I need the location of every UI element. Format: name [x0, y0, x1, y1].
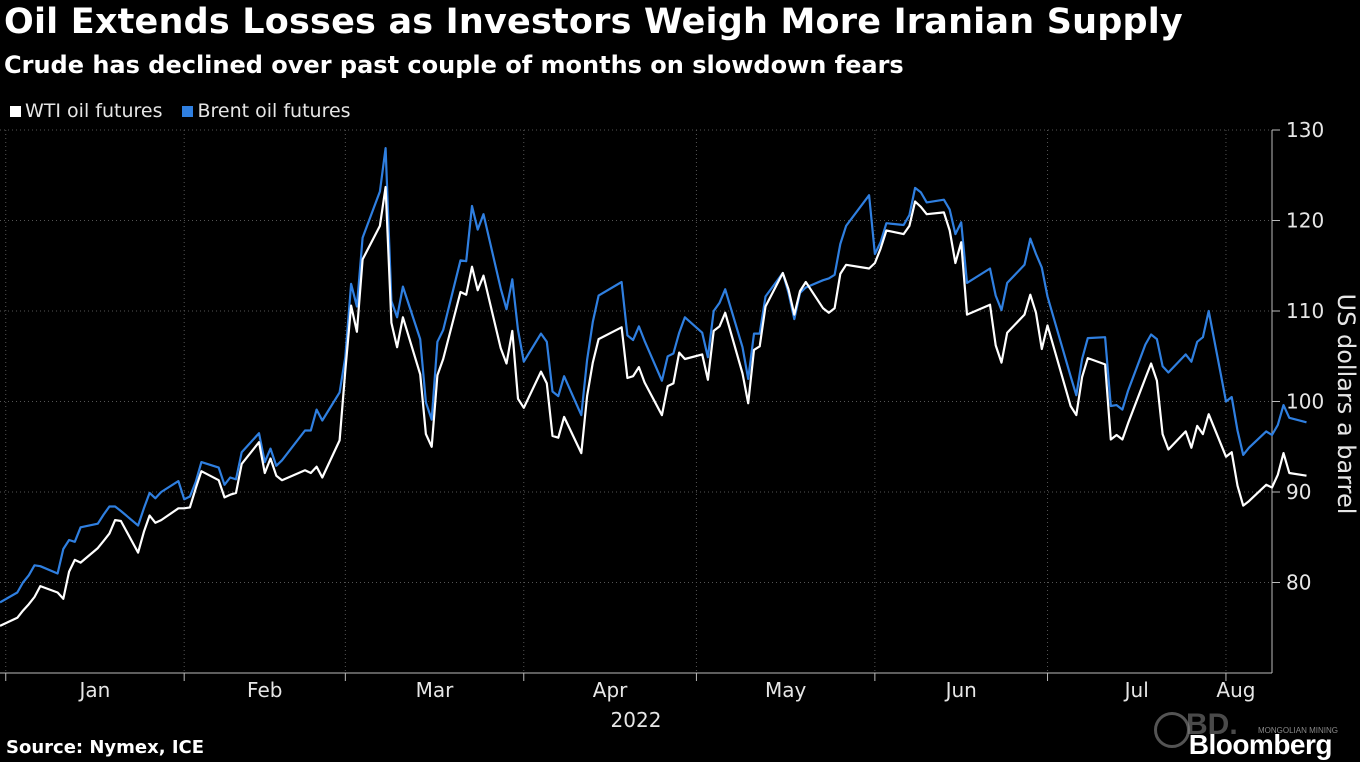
source-note: Source: Nymex, ICE — [6, 737, 205, 758]
y-axis-title: US dollars a barrel — [1332, 294, 1360, 515]
bloomberg-logo: Bloomberg — [1188, 729, 1333, 760]
chart-subtitle: Crude has declined over past couple of m… — [4, 51, 904, 79]
x-tick-label: Mar — [416, 678, 455, 702]
series-lines — [0, 147, 1307, 627]
watermark-text: BD. — [1186, 708, 1238, 741]
legend: WTI oil futures Brent oil futures — [10, 100, 351, 122]
x-tick-label: Jul — [1123, 678, 1149, 702]
series-line-brent — [0, 147, 1307, 604]
watermark-logo: BD. MONGOLIAN MINING — [1150, 706, 1350, 762]
x-tick-label: Jun — [944, 678, 977, 702]
series-line-wti — [0, 185, 1307, 627]
x-tick-label: Jan — [78, 678, 111, 702]
grid-lines — [0, 129, 1272, 673]
legend-swatch-brent — [182, 105, 194, 117]
legend-label-brent: Brent oil futures — [197, 100, 351, 122]
y-tick-label: 100 — [1286, 390, 1324, 414]
x-year-label: 2022 — [611, 708, 662, 732]
watermark-subtext: MONGOLIAN MINING — [1258, 726, 1339, 735]
legend-swatch-wti — [10, 105, 21, 117]
y-tick-label: 130 — [1286, 118, 1324, 142]
x-tick-label: Aug — [1216, 678, 1255, 702]
legend-item-brent: Brent oil futures — [182, 100, 351, 122]
axes — [0, 129, 1280, 681]
legend-label-wti: WTI oil futures — [25, 100, 163, 122]
y-tick-label: 80 — [1286, 571, 1311, 595]
y-tick-label: 90 — [1286, 480, 1311, 504]
y-tick-label: 120 — [1286, 209, 1324, 233]
x-tick-label: Apr — [593, 678, 628, 702]
x-tick-label: May — [765, 678, 807, 702]
watermark-circle-icon — [1154, 712, 1190, 748]
chart-title: Oil Extends Losses as Investors Weigh Mo… — [4, 2, 1183, 42]
axis-labels: 80 90 100 110 120 130 Jan Feb Mar Apr May Jun Jul Aug… — [78, 118, 1360, 732]
y-tick-label: 110 — [1286, 299, 1324, 323]
legend-item-wti: WTI oil futures — [10, 100, 162, 122]
x-tick-label: Feb — [247, 678, 282, 702]
